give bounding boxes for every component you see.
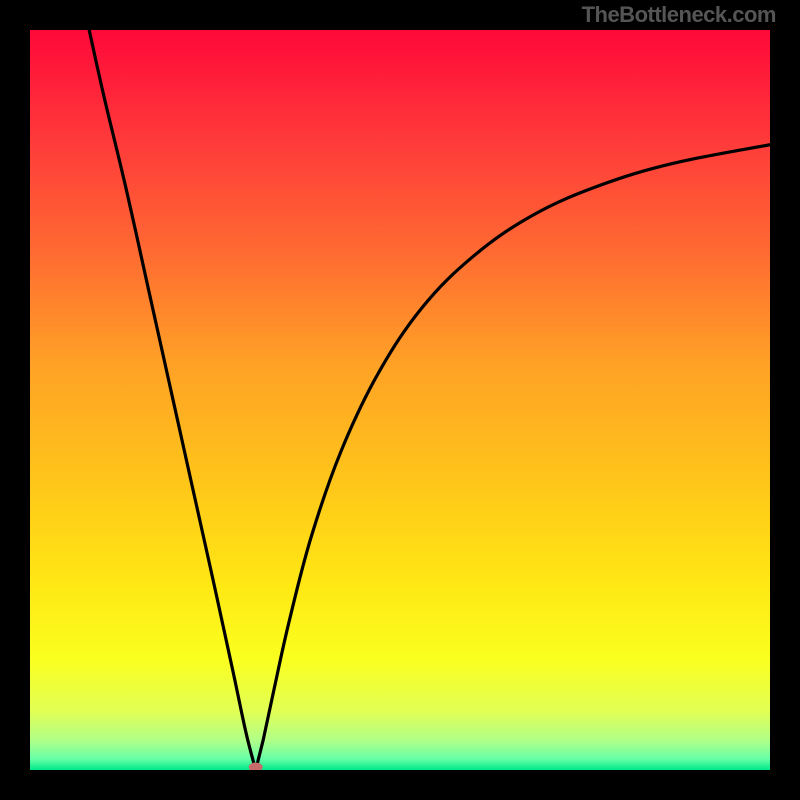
minimum-marker	[249, 763, 263, 771]
watermark-text: TheBottleneck.com	[582, 2, 776, 28]
plot-area	[30, 30, 770, 770]
curve-layer	[30, 30, 770, 770]
bottleneck-curve	[89, 30, 770, 770]
